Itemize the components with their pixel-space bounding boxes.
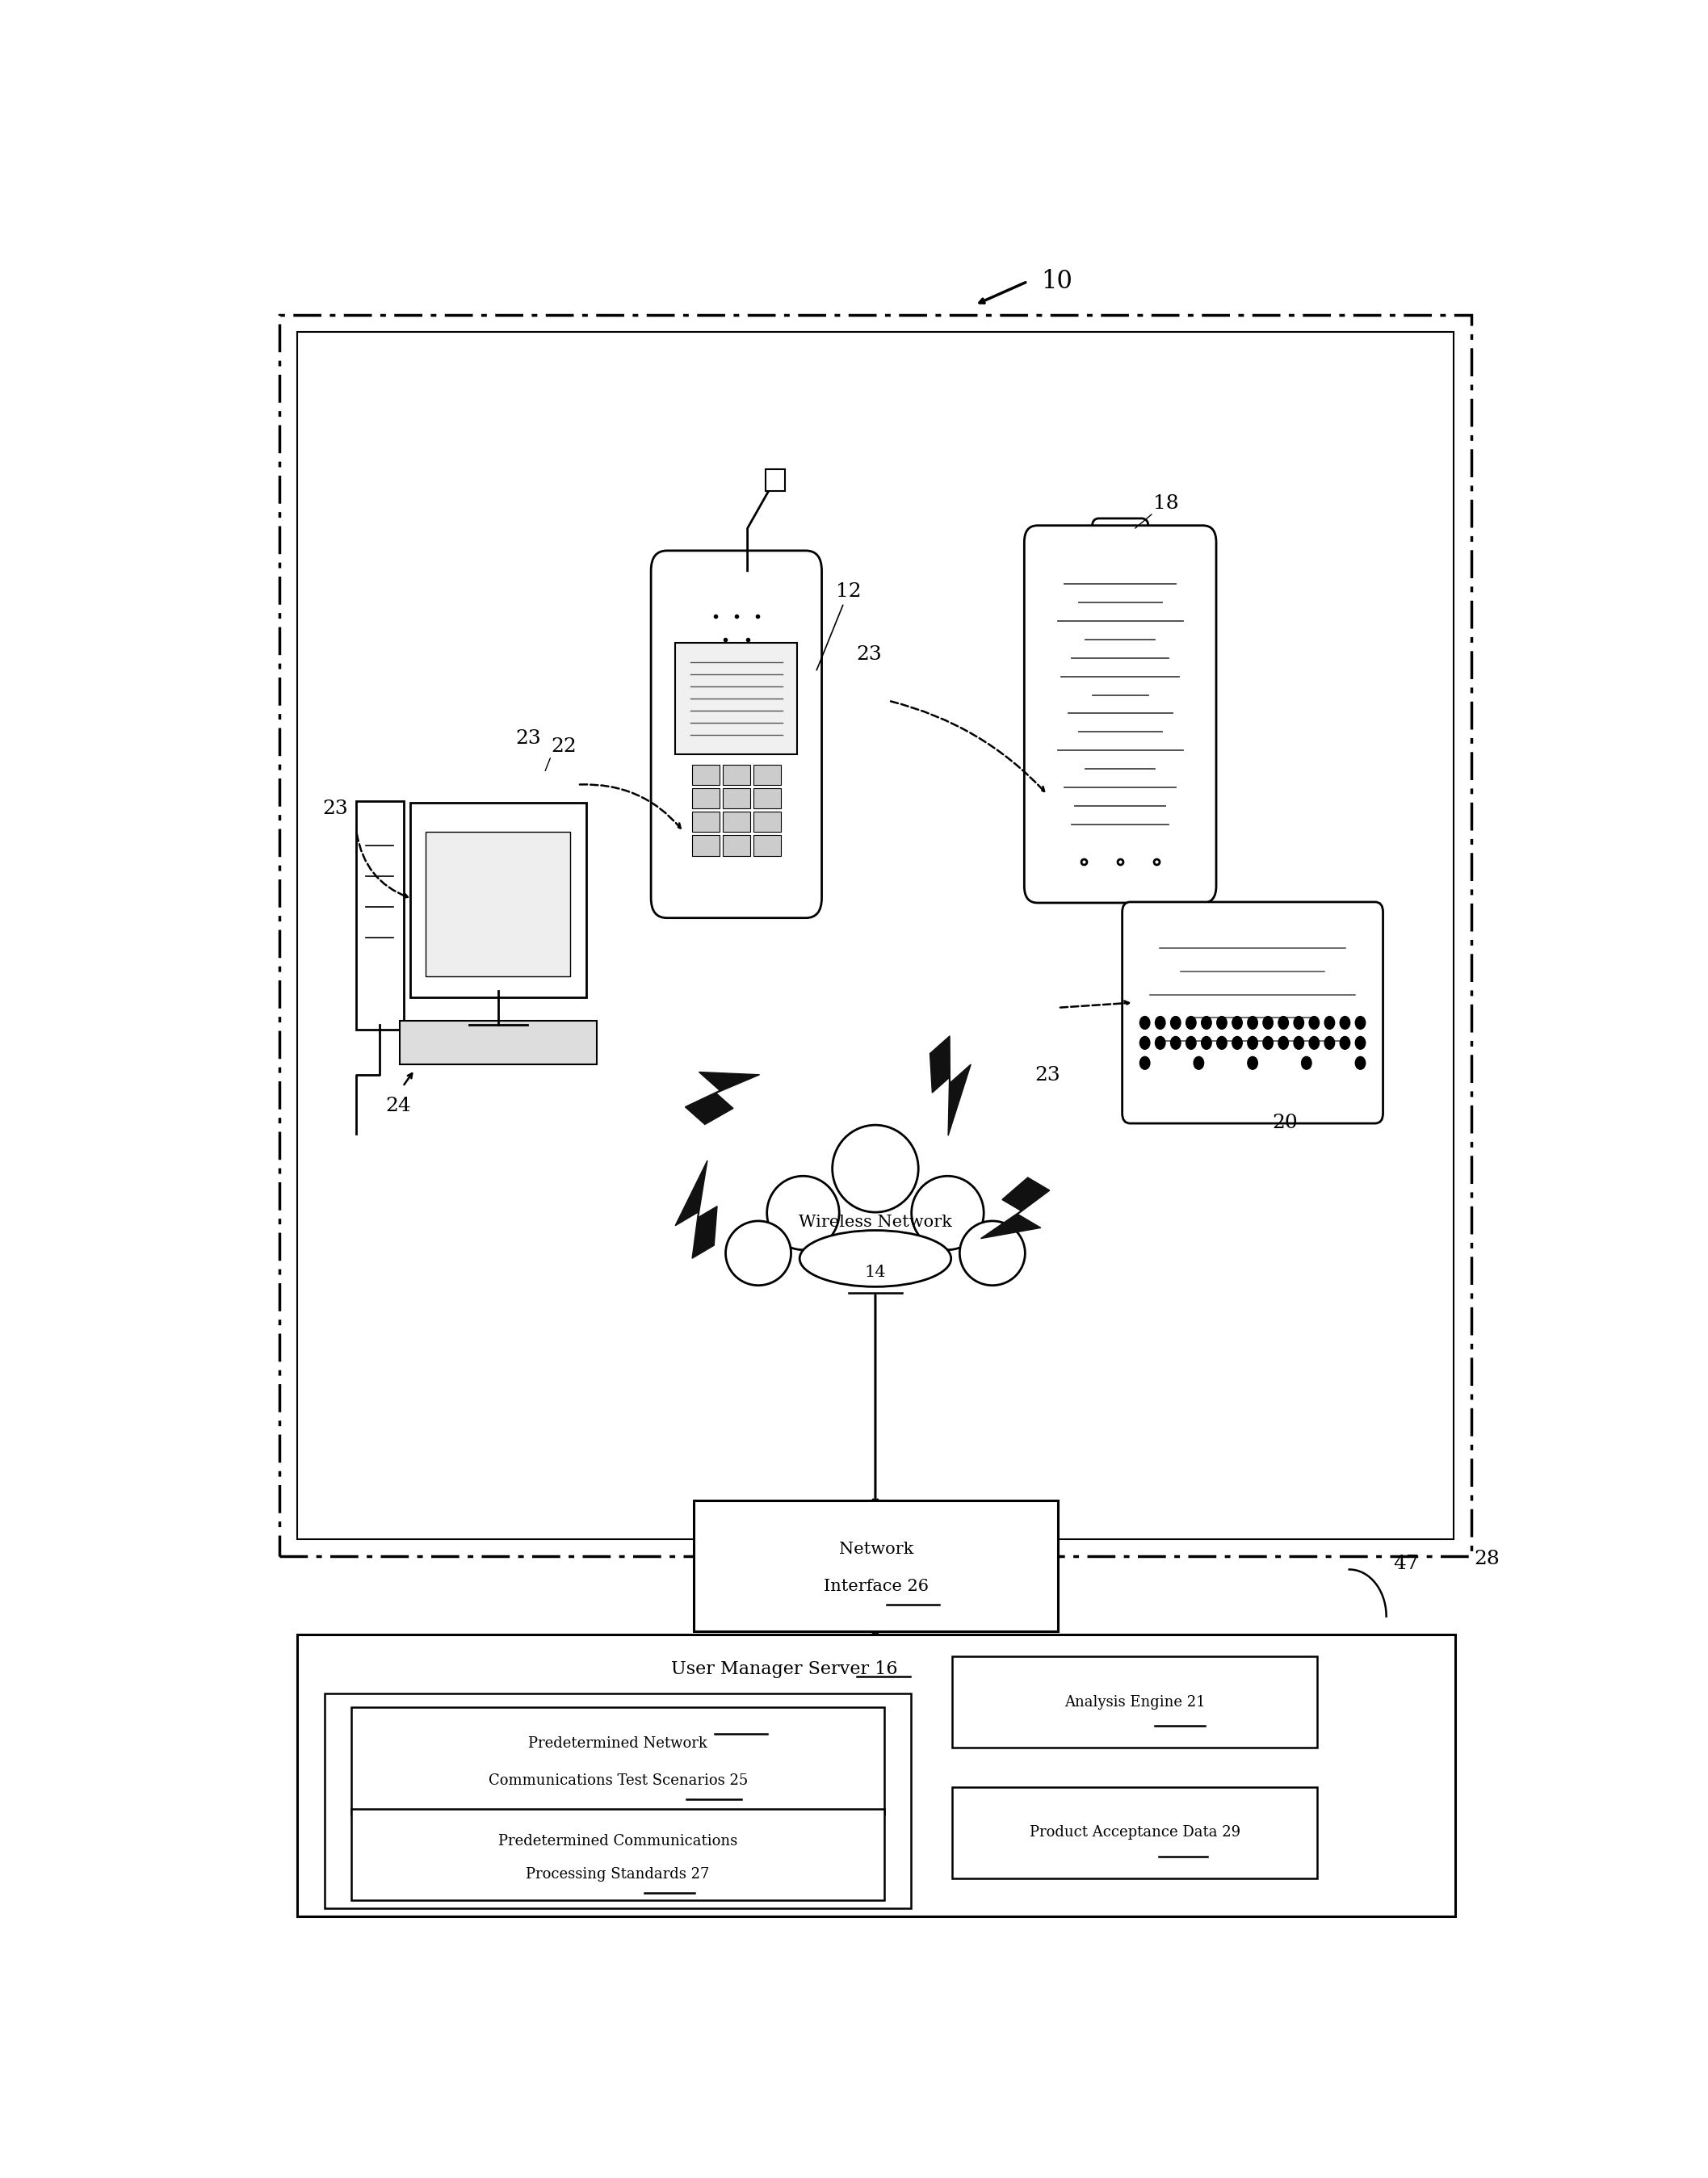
Circle shape bbox=[1278, 1017, 1288, 1030]
Circle shape bbox=[1262, 1037, 1272, 1050]
Text: 12: 12 bbox=[816, 582, 861, 671]
Ellipse shape bbox=[912, 1176, 984, 1250]
Circle shape bbox=[1324, 1017, 1334, 1030]
FancyBboxPatch shape bbox=[692, 764, 719, 784]
Text: 23: 23 bbox=[323, 799, 348, 819]
Circle shape bbox=[1247, 1056, 1257, 1069]
Polygon shape bbox=[929, 1037, 970, 1135]
Text: 22: 22 bbox=[552, 738, 577, 756]
Circle shape bbox=[1139, 1056, 1149, 1069]
Text: Analysis Engine 21: Analysis Engine 21 bbox=[1064, 1694, 1206, 1710]
Circle shape bbox=[1194, 1056, 1204, 1069]
FancyBboxPatch shape bbox=[1025, 525, 1216, 904]
Text: 28: 28 bbox=[1474, 1549, 1500, 1568]
FancyBboxPatch shape bbox=[410, 804, 586, 998]
Text: 23: 23 bbox=[516, 730, 541, 747]
FancyBboxPatch shape bbox=[355, 802, 403, 1030]
FancyBboxPatch shape bbox=[352, 1708, 885, 1814]
Circle shape bbox=[1155, 1037, 1165, 1050]
FancyBboxPatch shape bbox=[722, 788, 750, 808]
Ellipse shape bbox=[832, 1126, 919, 1213]
Text: Processing Standards 27: Processing Standards 27 bbox=[526, 1867, 711, 1882]
FancyBboxPatch shape bbox=[1122, 902, 1383, 1124]
Polygon shape bbox=[685, 1072, 760, 1124]
FancyBboxPatch shape bbox=[722, 764, 750, 784]
Text: Interface 26: Interface 26 bbox=[823, 1579, 929, 1594]
FancyBboxPatch shape bbox=[951, 1788, 1317, 1877]
Text: 23: 23 bbox=[1035, 1067, 1061, 1085]
Text: 14: 14 bbox=[864, 1265, 886, 1281]
Text: Predetermined Communications: Predetermined Communications bbox=[499, 1834, 738, 1849]
Circle shape bbox=[1216, 1017, 1226, 1030]
Circle shape bbox=[1231, 1037, 1242, 1050]
FancyBboxPatch shape bbox=[722, 812, 750, 832]
Circle shape bbox=[1139, 1017, 1149, 1030]
Circle shape bbox=[1293, 1037, 1303, 1050]
Text: Wireless Network: Wireless Network bbox=[799, 1215, 951, 1231]
FancyBboxPatch shape bbox=[693, 1501, 1057, 1631]
Circle shape bbox=[1155, 1017, 1165, 1030]
FancyBboxPatch shape bbox=[951, 1657, 1317, 1747]
Text: 47: 47 bbox=[1394, 1555, 1419, 1573]
Ellipse shape bbox=[799, 1231, 951, 1287]
FancyBboxPatch shape bbox=[425, 832, 570, 976]
Circle shape bbox=[1324, 1037, 1334, 1050]
Circle shape bbox=[1185, 1037, 1196, 1050]
FancyBboxPatch shape bbox=[1091, 518, 1148, 558]
Circle shape bbox=[1356, 1017, 1365, 1030]
Text: 24: 24 bbox=[386, 1096, 412, 1115]
Polygon shape bbox=[675, 1161, 717, 1259]
Circle shape bbox=[1308, 1037, 1319, 1050]
Text: Product Acceptance Test Application 23: Product Acceptance Test Application 23 bbox=[470, 1716, 765, 1729]
FancyBboxPatch shape bbox=[765, 468, 786, 490]
Circle shape bbox=[1170, 1037, 1180, 1050]
Ellipse shape bbox=[960, 1222, 1025, 1285]
Text: Network: Network bbox=[839, 1542, 914, 1557]
Circle shape bbox=[1216, 1037, 1226, 1050]
Circle shape bbox=[1301, 1056, 1312, 1069]
Text: Communications Test Scenarios 25: Communications Test Scenarios 25 bbox=[488, 1773, 748, 1788]
Circle shape bbox=[1201, 1037, 1211, 1050]
Circle shape bbox=[1185, 1017, 1196, 1030]
FancyBboxPatch shape bbox=[753, 764, 781, 784]
FancyBboxPatch shape bbox=[753, 812, 781, 832]
Circle shape bbox=[1278, 1037, 1288, 1050]
Circle shape bbox=[1262, 1017, 1272, 1030]
Polygon shape bbox=[980, 1178, 1050, 1239]
FancyBboxPatch shape bbox=[753, 834, 781, 856]
Circle shape bbox=[1341, 1037, 1349, 1050]
Circle shape bbox=[1293, 1017, 1303, 1030]
Circle shape bbox=[1139, 1037, 1149, 1050]
FancyBboxPatch shape bbox=[651, 551, 822, 917]
FancyBboxPatch shape bbox=[722, 834, 750, 856]
Circle shape bbox=[1341, 1017, 1349, 1030]
Circle shape bbox=[1170, 1017, 1180, 1030]
FancyBboxPatch shape bbox=[352, 1810, 885, 1899]
Circle shape bbox=[1247, 1017, 1257, 1030]
FancyBboxPatch shape bbox=[675, 643, 798, 754]
Text: User Manager Server 16: User Manager Server 16 bbox=[671, 1660, 898, 1677]
Ellipse shape bbox=[767, 1176, 839, 1250]
Circle shape bbox=[1201, 1017, 1211, 1030]
Circle shape bbox=[1247, 1037, 1257, 1050]
FancyBboxPatch shape bbox=[297, 1636, 1455, 1917]
Text: 18: 18 bbox=[1153, 494, 1179, 514]
Text: Predetermined Network: Predetermined Network bbox=[528, 1736, 707, 1751]
FancyBboxPatch shape bbox=[753, 788, 781, 808]
Circle shape bbox=[1356, 1037, 1365, 1050]
Text: Product Acceptance Data 29: Product Acceptance Data 29 bbox=[1030, 1825, 1240, 1840]
FancyBboxPatch shape bbox=[692, 834, 719, 856]
FancyBboxPatch shape bbox=[400, 1021, 596, 1065]
Text: 10: 10 bbox=[1040, 268, 1073, 294]
FancyBboxPatch shape bbox=[692, 788, 719, 808]
Circle shape bbox=[1356, 1056, 1365, 1069]
FancyBboxPatch shape bbox=[692, 812, 719, 832]
Circle shape bbox=[1308, 1017, 1319, 1030]
Circle shape bbox=[1231, 1017, 1242, 1030]
FancyBboxPatch shape bbox=[325, 1694, 910, 1908]
Text: 20: 20 bbox=[1272, 1113, 1298, 1133]
Ellipse shape bbox=[726, 1222, 791, 1285]
Text: 23: 23 bbox=[856, 645, 881, 664]
